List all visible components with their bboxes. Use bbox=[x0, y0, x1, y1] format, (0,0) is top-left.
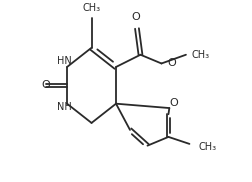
Text: CH₃: CH₃ bbox=[197, 142, 215, 152]
Text: CH₃: CH₃ bbox=[82, 3, 100, 13]
Text: HN: HN bbox=[56, 56, 71, 66]
Text: CH₃: CH₃ bbox=[191, 50, 208, 60]
Text: O: O bbox=[42, 80, 50, 90]
Text: O: O bbox=[169, 98, 177, 108]
Text: O: O bbox=[131, 11, 140, 21]
Text: O: O bbox=[167, 58, 176, 68]
Text: NH: NH bbox=[56, 102, 71, 112]
